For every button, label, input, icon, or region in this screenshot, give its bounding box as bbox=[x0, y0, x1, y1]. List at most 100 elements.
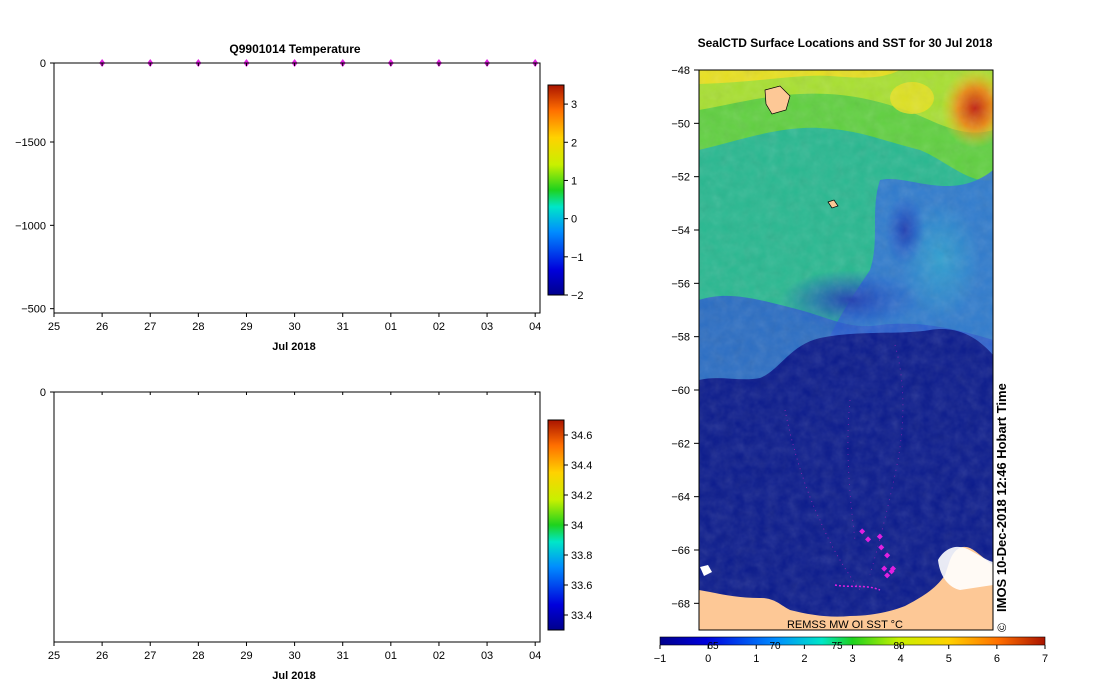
lat-tick-label: −68 bbox=[671, 598, 690, 610]
sst-colorbar-tick-label: 3 bbox=[849, 653, 855, 665]
x-tick-label: 31 bbox=[337, 650, 349, 662]
sst-map-title: SealCTD Surface Locations and SST for 30… bbox=[698, 36, 993, 50]
lat-tick-label: −62 bbox=[671, 438, 690, 450]
sst-product-label: REMSS MW OI SST °C bbox=[787, 619, 903, 631]
x-tick-label: 01 bbox=[385, 650, 397, 662]
kerguelen-island bbox=[764, 85, 791, 115]
x-tick-label: 29 bbox=[240, 321, 252, 333]
colorbar-tick-label: 34 bbox=[571, 520, 583, 532]
sst-colorbar-tick-label: 4 bbox=[898, 653, 904, 665]
seal-surface-locations bbox=[859, 528, 897, 579]
longitude-label: 75 bbox=[831, 641, 843, 652]
x-tick-label: 04 bbox=[529, 650, 541, 662]
sst-degree-labels: 65 70 75 80 bbox=[707, 641, 905, 652]
x-tick-label: 04 bbox=[529, 321, 541, 333]
salinity-y-axis: 0 −500 −1000 −1500 bbox=[15, 137, 54, 399]
colorbar-tick-label: 2 bbox=[571, 137, 577, 149]
salinity-colorbar bbox=[547, 419, 565, 631]
sst-colorbar-tick-label: 5 bbox=[946, 653, 952, 665]
y-tick-label: −1500 bbox=[15, 137, 46, 149]
temperature-y-axis: 0−500−1000−1500 bbox=[40, 58, 54, 70]
seal-location-marker bbox=[878, 544, 885, 551]
temperature-x-label: Jul 2018 bbox=[272, 341, 315, 353]
x-tick-label: 02 bbox=[433, 321, 445, 333]
sst-colorbar-tick-label: 7 bbox=[1042, 653, 1048, 665]
heard-island bbox=[827, 199, 839, 209]
colorbar-tick-label: 33.8 bbox=[571, 550, 592, 562]
temperature-section-chart: Q9901014 Temperature 0−500−1000−1500 252… bbox=[40, 42, 584, 353]
sst-map-lat-axis: −48 −50 −52 −54 −56 −58 −60 −62 −64 −66 −68 bbox=[671, 65, 699, 610]
y-tick-label: −1000 bbox=[15, 220, 46, 232]
antarctic-land bbox=[699, 546, 993, 630]
longitude-label: 65 bbox=[707, 641, 719, 652]
longitude-label: 70 bbox=[769, 641, 781, 652]
x-tick-label: 03 bbox=[481, 321, 493, 333]
sst-colorbar-tick-label: 0 bbox=[705, 653, 711, 665]
x-tick-label: 30 bbox=[288, 650, 300, 662]
x-tick-label: 03 bbox=[481, 650, 493, 662]
salinity-plot-frame bbox=[53, 391, 541, 643]
ice-patch bbox=[700, 565, 712, 576]
colorbar-tick-label: 1 bbox=[571, 175, 577, 187]
x-tick-label: 28 bbox=[192, 321, 204, 333]
copyright-symbol: © bbox=[995, 623, 1009, 632]
colorbar-tick-label: 34.4 bbox=[571, 460, 592, 472]
x-tick-label: 27 bbox=[144, 650, 156, 662]
sst-colorbar-tick-label: 1 bbox=[753, 653, 759, 665]
lat-tick-label: −66 bbox=[671, 545, 690, 557]
x-tick-label: 31 bbox=[337, 321, 349, 333]
colorbar-tick-label: 34.2 bbox=[571, 490, 592, 502]
x-tick-label: 01 bbox=[385, 321, 397, 333]
temperature-colorbar-ticks: 3 2 1 0 −1 −2 bbox=[564, 99, 584, 302]
seal-location-marker bbox=[876, 533, 883, 540]
colorbar-tick-label: −1 bbox=[571, 252, 584, 264]
y-tick-label: 0 bbox=[40, 387, 46, 399]
lat-tick-label: −56 bbox=[671, 278, 690, 290]
longitude-label: 80 bbox=[893, 641, 905, 652]
colorbar-tick-label: −2 bbox=[571, 290, 584, 302]
salinity-section-chart: 0−500−1000−1500 25 26 27 28 29 30 31 01 02 03 04 J… bbox=[15, 137, 592, 682]
x-tick-label: 29 bbox=[240, 650, 252, 662]
sst-colorbar-ticks: −1 0 1 2 3 4 5 6 7 bbox=[654, 645, 1048, 665]
y-tick-label: −500 bbox=[21, 304, 46, 316]
seal-location-marker bbox=[881, 565, 888, 572]
sst-colorbar-tick-label: 2 bbox=[801, 653, 807, 665]
x-tick-label: 25 bbox=[48, 650, 60, 662]
lat-tick-label: −52 bbox=[671, 172, 690, 184]
x-tick-label: 28 bbox=[192, 650, 204, 662]
sst-colorbar-tick-label: 6 bbox=[994, 653, 1000, 665]
salinity-x-axis: 25 26 27 28 29 30 31 01 02 03 04 bbox=[48, 392, 541, 662]
x-tick-label: 02 bbox=[433, 650, 445, 662]
salinity-x-label: Jul 2018 bbox=[272, 670, 315, 682]
sst-colorbar-tick-label: −1 bbox=[654, 653, 667, 665]
lat-tick-label: −50 bbox=[671, 118, 690, 130]
x-tick-label: 25 bbox=[48, 321, 60, 333]
seal-location-marker bbox=[859, 528, 866, 535]
x-tick-label: 26 bbox=[96, 650, 108, 662]
y-tick-label: 0 bbox=[40, 58, 46, 70]
temperature-chart-title: Q9901014 Temperature bbox=[229, 42, 361, 56]
sst-map-field bbox=[699, 70, 993, 630]
lat-tick-label: −58 bbox=[671, 332, 690, 344]
x-tick-label: 30 bbox=[288, 321, 300, 333]
x-tick-label: 27 bbox=[144, 321, 156, 333]
seal-location-marker bbox=[865, 536, 872, 543]
lat-tick-label: −64 bbox=[671, 492, 690, 504]
x-tick-label: 26 bbox=[96, 321, 108, 333]
temperature-colorbar bbox=[547, 84, 565, 296]
sst-map-chart: SealCTD Surface Locations and SST for 30… bbox=[654, 36, 1048, 665]
seal-location-marker bbox=[890, 565, 897, 572]
seal-location-marker bbox=[884, 552, 891, 559]
lat-tick-label: −60 bbox=[671, 385, 690, 397]
salinity-colorbar-ticks: 34.6 34.4 34.2 34 33.8 33.6 33.4 bbox=[564, 430, 592, 622]
lat-tick-label: −48 bbox=[671, 65, 690, 77]
temperature-plot-frame bbox=[53, 62, 541, 314]
colorbar-tick-label: 33.6 bbox=[571, 580, 592, 592]
sst-map-frame bbox=[698, 69, 994, 631]
temperature-x-axis: 25 26 27 28 29 30 31 01 02 03 04 bbox=[48, 63, 541, 333]
colorbar-tick-label: 34.6 bbox=[571, 430, 592, 442]
colorbar-tick-label: 0 bbox=[571, 214, 577, 226]
seal-location-marker bbox=[884, 572, 891, 579]
lat-tick-label: −54 bbox=[671, 225, 690, 237]
